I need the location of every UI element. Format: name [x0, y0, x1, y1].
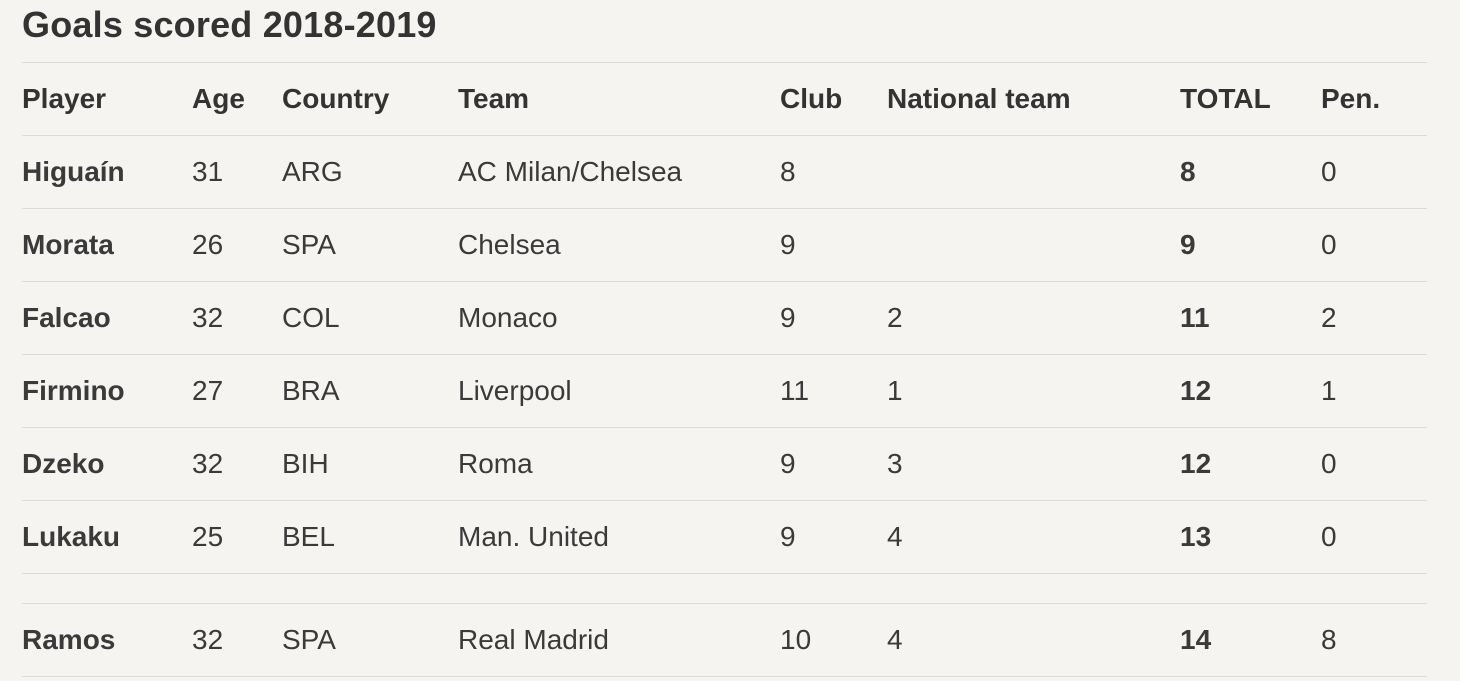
- cell-country: ARG: [282, 135, 458, 209]
- cell-national-team: [887, 208, 1180, 282]
- cell-team: Monaco: [458, 281, 780, 355]
- cell-age: 25: [192, 500, 282, 574]
- cell-total: 8: [1180, 135, 1321, 209]
- cell-penalties: 1: [1321, 354, 1427, 428]
- cell-club: 9: [780, 500, 887, 574]
- cell-club: 9: [780, 208, 887, 282]
- cell-team: Man. United: [458, 500, 780, 574]
- cell-total: 11: [1180, 281, 1321, 355]
- cell-total: 12: [1180, 427, 1321, 501]
- cell-club: 10: [780, 603, 887, 677]
- cell-age: 26: [192, 208, 282, 282]
- cell-country: COL: [282, 281, 458, 355]
- cell-team: AC Milan/Chelsea: [458, 135, 780, 209]
- cell-country: SPA: [282, 603, 458, 677]
- cell-total: 13: [1180, 500, 1321, 574]
- column-header-player: Player: [22, 62, 192, 136]
- cell-team: Liverpool: [458, 354, 780, 428]
- column-header-penalties: Pen.: [1321, 62, 1427, 136]
- spacer-row: [22, 573, 1427, 604]
- cell-country: BIH: [282, 427, 458, 501]
- column-header-team: Team: [458, 62, 780, 136]
- cell-national-team: 2: [887, 281, 1180, 355]
- spacer-cell: [22, 573, 1427, 604]
- column-header-total: TOTAL: [1180, 62, 1321, 136]
- table-row: Lukaku 25 BEL Man. United 9 4 13 0: [22, 500, 1427, 574]
- cell-penalties: 0: [1321, 500, 1427, 574]
- cell-player: Morata: [22, 208, 192, 282]
- cell-penalties: 0: [1321, 135, 1427, 209]
- column-header-club: Club: [780, 62, 887, 136]
- cell-age: 31: [192, 135, 282, 209]
- cell-national-team: 4: [887, 603, 1180, 677]
- goals-table: Player Age Country Team Club National te…: [22, 62, 1427, 677]
- column-header-country: Country: [282, 62, 458, 136]
- cell-age: 32: [192, 427, 282, 501]
- cell-club: 9: [780, 427, 887, 501]
- cell-penalties: 0: [1321, 427, 1427, 501]
- column-header-age: Age: [192, 62, 282, 136]
- cell-country: BRA: [282, 354, 458, 428]
- cell-player: Higuaín: [22, 135, 192, 209]
- column-header-national-team: National team: [887, 62, 1180, 136]
- cell-player: Falcao: [22, 281, 192, 355]
- table-row: Higuaín 31 ARG AC Milan/Chelsea 8 8 0: [22, 135, 1427, 209]
- cell-national-team: 1: [887, 354, 1180, 428]
- cell-national-team: 4: [887, 500, 1180, 574]
- cell-total: 14: [1180, 603, 1321, 677]
- cell-country: SPA: [282, 208, 458, 282]
- header-row: Player Age Country Team Club National te…: [22, 62, 1427, 136]
- table-row: Morata 26 SPA Chelsea 9 9 0: [22, 208, 1427, 282]
- cell-team: Real Madrid: [458, 603, 780, 677]
- cell-country: BEL: [282, 500, 458, 574]
- cell-player: Firmino: [22, 354, 192, 428]
- cell-national-team: 3: [887, 427, 1180, 501]
- cell-club: 9: [780, 281, 887, 355]
- cell-age: 32: [192, 281, 282, 355]
- cell-club: 11: [780, 354, 887, 428]
- cell-age: 27: [192, 354, 282, 428]
- cell-penalties: 0: [1321, 208, 1427, 282]
- table-row: Firmino 27 BRA Liverpool 11 1 12 1: [22, 354, 1427, 428]
- cell-player: Dzeko: [22, 427, 192, 501]
- table-row: Falcao 32 COL Monaco 9 2 11 2: [22, 281, 1427, 355]
- cell-penalties: 2: [1321, 281, 1427, 355]
- cell-age: 32: [192, 603, 282, 677]
- cell-team: Chelsea: [458, 208, 780, 282]
- table-title: Goals scored 2018-2019: [22, 4, 437, 45]
- cell-total: 9: [1180, 208, 1321, 282]
- cell-club: 8: [780, 135, 887, 209]
- cell-penalties: 8: [1321, 603, 1427, 677]
- table-row: Dzeko 32 BIH Roma 9 3 12 0: [22, 427, 1427, 501]
- cell-total: 12: [1180, 354, 1321, 428]
- cell-national-team: [887, 135, 1180, 209]
- table-row: Ramos 32 SPA Real Madrid 10 4 14 8: [22, 603, 1427, 677]
- cell-player: Ramos: [22, 603, 192, 677]
- cell-team: Roma: [458, 427, 780, 501]
- cell-player: Lukaku: [22, 500, 192, 574]
